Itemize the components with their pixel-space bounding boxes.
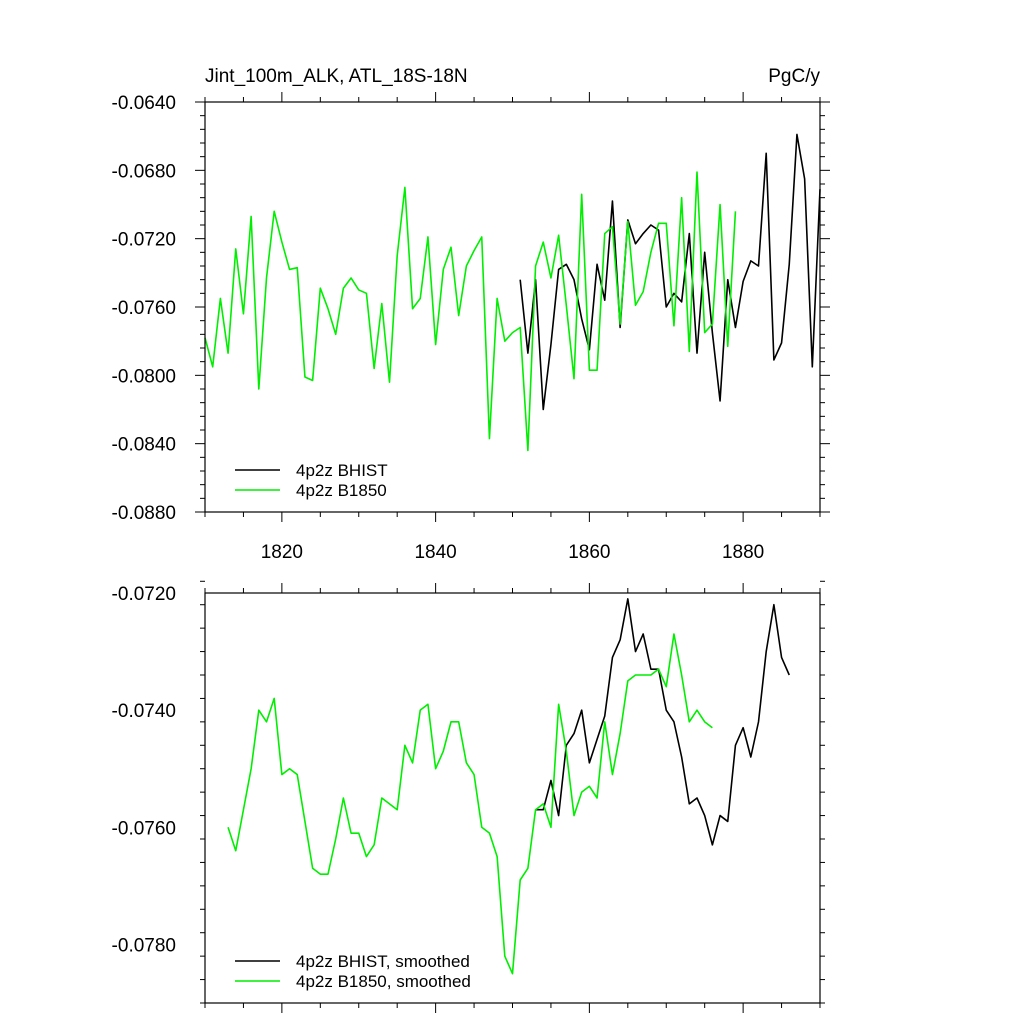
bottom-axis-ticks: -0.0720 -0.0740 -0.0760 -0.0780 xyxy=(112,580,825,1013)
bottom-y-tick-label: -0.0760 xyxy=(112,818,176,839)
top-y-tick-label: -0.0720 xyxy=(112,230,176,251)
top-x-tick-label: 1880 xyxy=(722,542,764,563)
top-line-4p2z-bhist xyxy=(519,133,821,411)
top-y-tick-label: -0.0840 xyxy=(112,435,176,456)
bottom-series-lines xyxy=(227,598,790,975)
bottom-panel: -0.0720 -0.0740 -0.0760 -0.0780 4p2z BHIST,… xyxy=(112,580,825,1013)
legend-label-b1850: 4p2z B1850 xyxy=(296,481,387,500)
top-x-tick-label: 1840 xyxy=(414,542,456,563)
top-x-tick-label: 1820 xyxy=(261,542,303,563)
top-axis-ticks: 1820 1840 1860 1880 -0.0640 -0.0680 -0.0720 -0.… xyxy=(112,92,830,563)
legend-label-bhist-smoothed: 4p2z BHIST, smoothed xyxy=(296,952,470,971)
top-y-tick-label: -0.0640 xyxy=(112,93,176,114)
top-panel-units: PgC/y xyxy=(768,66,820,87)
top-series-lines xyxy=(204,133,821,452)
bottom-legend: 4p2z BHIST, smoothed 4p2z B1850, smoothe… xyxy=(235,952,471,991)
top-legend: 4p2z BHIST 4p2z B1850 xyxy=(235,461,388,500)
bottom-y-tick-label: -0.0780 xyxy=(112,935,176,956)
top-y-tick-label: -0.0760 xyxy=(112,298,176,319)
top-line-4p2z-b1850 xyxy=(204,171,737,452)
top-y-tick-label: -0.0880 xyxy=(112,503,176,524)
top-panel: Jint_100m_ALK, ATL_18S-18N PgC/y 1820 184… xyxy=(112,66,830,563)
top-x-tick-label: 1860 xyxy=(568,542,610,563)
bottom-line-4p2z-b1850-smoothed xyxy=(227,633,713,975)
legend-label-bhist: 4p2z BHIST xyxy=(296,461,388,480)
top-y-tick-label: -0.0680 xyxy=(112,161,176,182)
legend-label-b1850-smoothed: 4p2z B1850, smoothed xyxy=(296,972,471,991)
top-y-tick-label: -0.0800 xyxy=(112,366,176,387)
top-plot-frame xyxy=(204,101,821,513)
top-panel-title: Jint_100m_ALK, ATL_18S-18N xyxy=(205,66,468,87)
bottom-y-tick-label: -0.0740 xyxy=(112,701,176,722)
bottom-y-tick-label: -0.0720 xyxy=(112,584,176,605)
bottom-plot-frame xyxy=(204,592,821,1004)
bottom-line-4p2z-bhist-smoothed xyxy=(535,598,790,846)
